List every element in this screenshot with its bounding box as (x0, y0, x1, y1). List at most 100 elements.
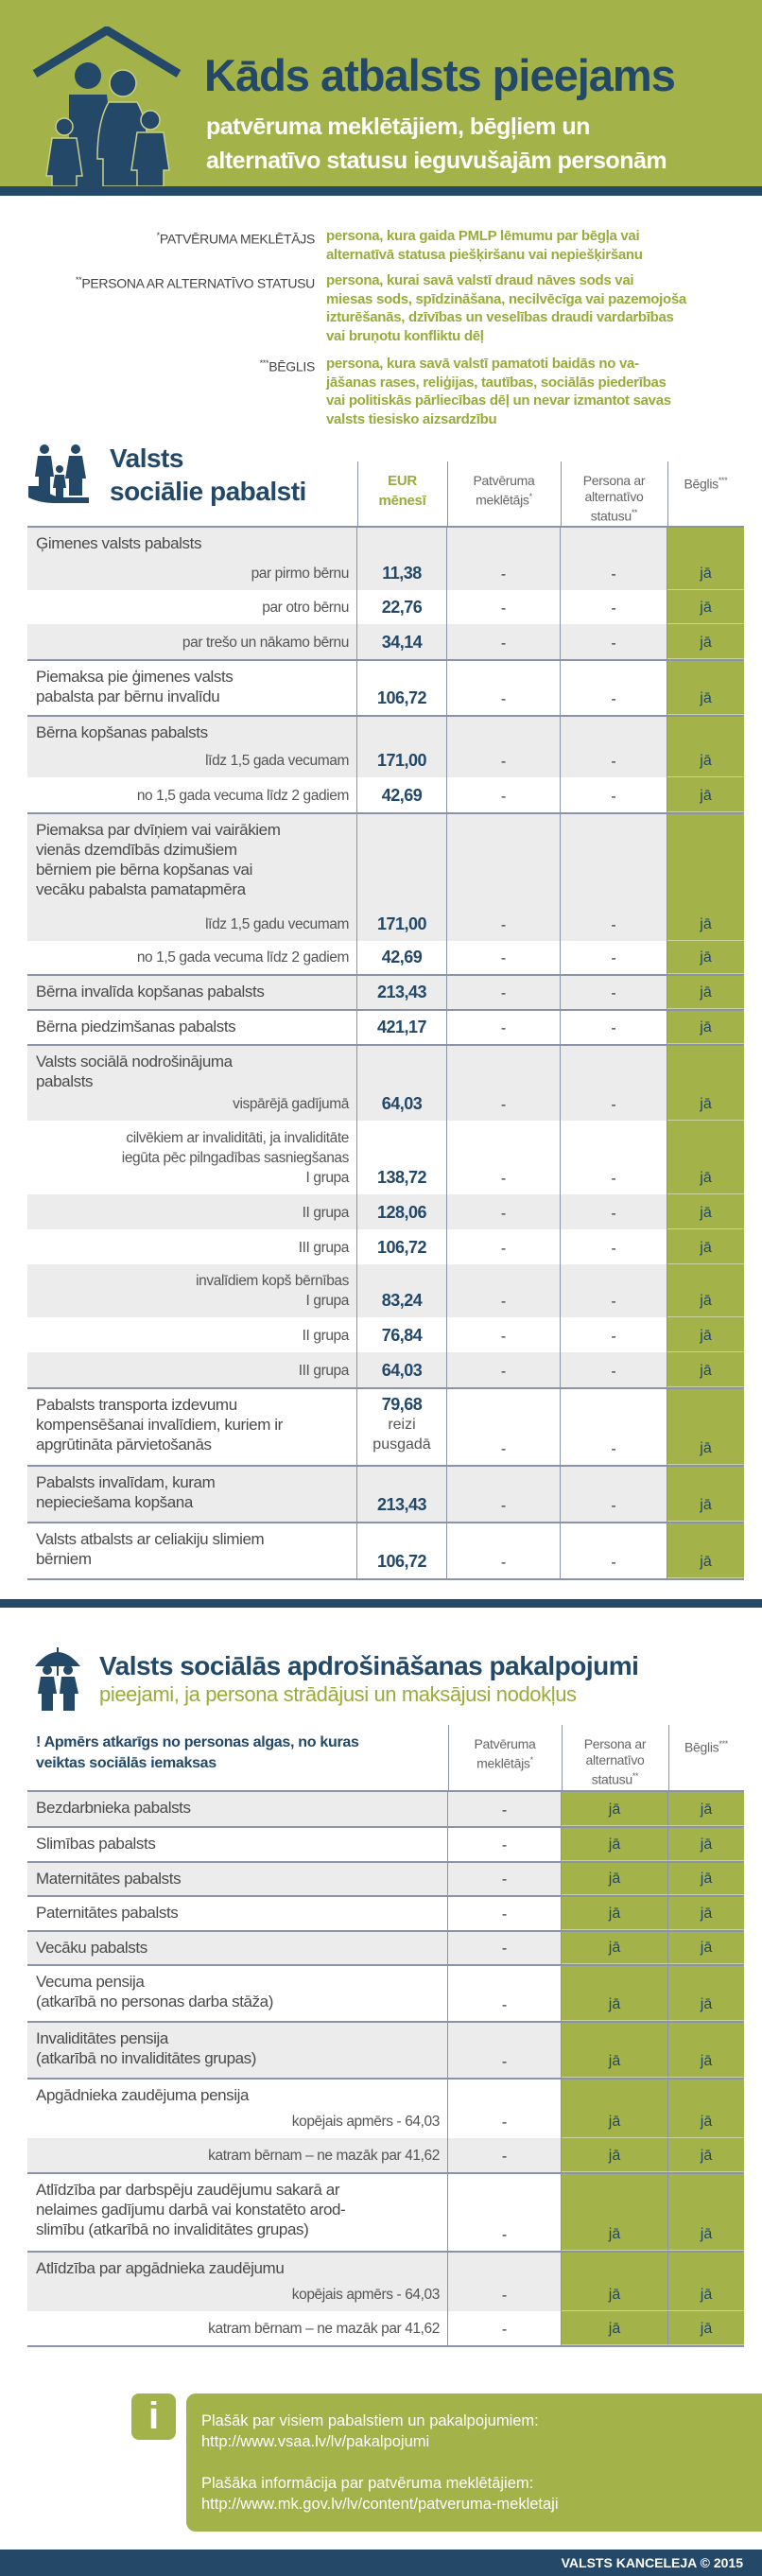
row-label-cell: Atlīdzība par apgādnieka zaudējumu kopēja… (27, 2253, 448, 2311)
row-label-bottom: katram bērnam – ne mazāk par 41,62 (36, 2319, 440, 2339)
table-row: Maternitātes pabalsts - jā jā (27, 1861, 744, 1895)
benefit-variant: katram bērnam – ne mazāk par 41,62 (208, 2321, 440, 2337)
definition-label: PERSONA AR ALTERNATĪVO STATUSU (81, 275, 315, 291)
info-link-services[interactable]: Plašāk par visiem pabalstiem un pakalpoj… (201, 2412, 539, 2450)
row-label-top: Vecuma pensija (atkarībā no personas dar… (36, 1972, 440, 2011)
eligibility-cell: - (561, 1389, 667, 1465)
column-header: Bēglis*** (667, 473, 744, 493)
benefit-name: Maternitātes pabalsts (36, 1870, 182, 1888)
row-label-cell: cilvēkiem ar invaliditāti, ja invaliditā… (27, 1121, 357, 1194)
eligible-yes: jā (700, 635, 712, 651)
row-label-top: Paternitātes pabalsts (36, 1903, 440, 1923)
table-row: par otro bērnu 22,76 - - jā (27, 590, 744, 624)
row-label-bottom: no 1,5 gada vecuma līdz 2 gadiem (36, 786, 350, 806)
eligible-yes: jā (700, 1328, 712, 1344)
benefit-variant: I grupa (305, 1293, 350, 1309)
eligible-yes: jā (608, 1996, 621, 2012)
row-label-cell: III grupa (27, 1352, 357, 1387)
row-label-cell: invalīdiem kopš bērnības I grupa (27, 1264, 357, 1317)
table-row: Bērna kopšanas pabalsts līdz 1,5 gada vec… (27, 715, 744, 777)
benefit-variant: I grupa (305, 1170, 350, 1186)
eligibility-cell: jā (667, 1264, 744, 1317)
eligibility-cell: - (448, 1792, 562, 1826)
amount-eur: 213,43 (376, 983, 427, 1001)
row-label-bottom: III grupa (36, 1361, 350, 1381)
eligible-yes: jā (700, 949, 712, 966)
eligibility-cell: jā (667, 941, 744, 974)
eligibility-cell: jā (667, 1317, 744, 1352)
benefit-name: Vecāku pabalsts (36, 1939, 147, 1957)
eligible-no: - (500, 1294, 507, 1310)
table-row: katram bērnam – ne mazāk par 41,62 - jā jā (27, 2138, 744, 2172)
column-header: Patvēruma meklētājs* (447, 473, 561, 509)
benefit-name: Vecuma pensija (atkarībā no personas dar… (36, 1973, 273, 2010)
eligibility-cell: - (447, 624, 561, 659)
row-label-cell: III grupa (27, 1229, 357, 1264)
eligibility-cell: jā (668, 1966, 744, 2021)
table-row: Atlīdzība par darbspēju zaudējumu sakarā… (27, 2172, 744, 2251)
eligibility-cell: - (447, 1523, 561, 1578)
eligibility-cell: jā (562, 2311, 668, 2345)
definition-text: persona, kurai savā valstī draud nāves s… (326, 272, 686, 344)
eligible-no: - (500, 1241, 507, 1257)
eligibility-cell: - (561, 1523, 667, 1578)
benefit-variant: līdz 1,5 gadu vecumam (205, 916, 349, 932)
eligibility-cell: - (561, 528, 667, 590)
amount-cell: 213,43 (357, 976, 447, 1009)
table-bottom-border (27, 1578, 744, 1580)
eligibility-cell: - (561, 777, 667, 812)
eligibility-cell: - (447, 1389, 561, 1465)
footnote-marker: ** (75, 275, 82, 285)
info-link-asylum[interactable]: Plašāka informācija par patvēruma meklēt… (201, 2475, 559, 2513)
column-header: Patvēruma meklētājs* (448, 1736, 562, 1772)
table-row: III grupa 64,03 - - jā (27, 1352, 744, 1387)
eligible-no: - (611, 1294, 616, 1310)
eligibility-cell: jā (668, 2253, 744, 2311)
amount-cell: 171,00 (357, 717, 447, 777)
eligible-yes: jā (700, 690, 712, 706)
eligible-no: - (500, 1329, 507, 1345)
table-row: Bērna invalīda kopšanas pabalsts 213,43 - -… (27, 974, 744, 1009)
eligibility-cell: - (448, 1828, 562, 1861)
row-label-cell: Ģimenes valsts pabalsts par pirmo bērnu (27, 528, 357, 590)
column-header: EUR mēnesī (357, 473, 447, 509)
section-title-social-benefits: Valsts sociālie pabalsti (110, 444, 306, 506)
amount-cell: 64,03 (357, 1352, 447, 1387)
benefit-variant: II grupa (302, 1205, 350, 1221)
amount-cell: 42,69 (357, 777, 447, 812)
eligibility-cell: - (448, 2138, 562, 2172)
eligible-yes: jā (608, 1836, 621, 1853)
eligible-no: - (500, 985, 507, 1001)
eligibility-cell: - (447, 941, 561, 974)
eligibility-cell: - (447, 1011, 561, 1044)
eligible-no: - (611, 950, 616, 966)
eligible-no: - (611, 1329, 616, 1345)
amount-eur: 213,43 (376, 1495, 427, 1514)
eligible-no: - (500, 1097, 507, 1113)
eligibility-cell: - (448, 2023, 562, 2078)
row-label-cell: Vecuma pensija (atkarībā no personas dar… (27, 1966, 448, 2021)
amount-eur: 171,00 (376, 914, 427, 933)
benefit-variant: vispārējā gadījumā (233, 1096, 349, 1112)
eligibility-cell: - (447, 1317, 561, 1352)
eligible-no: - (501, 2115, 508, 2131)
amount-eur: 64,03 (381, 1361, 423, 1380)
eligibility-cell: - (447, 661, 561, 715)
column-header-label: Bēglis (684, 1739, 719, 1755)
eligibility-cell: - (447, 976, 561, 1009)
eligibility-cell: - (561, 1011, 667, 1044)
benefit-name: Piemaksa pie ģimenes valsts pabalsta par… (36, 668, 234, 705)
table-row: Bērna piedzimšanas pabalsts 421,17 - - jā (27, 1009, 744, 1044)
eligible-no: - (500, 1171, 507, 1187)
eligibility-cell: - (448, 2080, 562, 2138)
footnote-marker: ** (631, 508, 638, 517)
section-divider (0, 1599, 762, 1608)
eligibility-cell: - (561, 624, 667, 659)
column-header-label: Patvēruma meklētājs (473, 473, 535, 508)
header-divider (27, 1790, 744, 1792)
eligibility-cell: - (448, 2174, 562, 2251)
benefit-name: Ģimenes valsts pabalsts (36, 534, 202, 552)
eligible-no: - (611, 691, 616, 707)
amount-eur: 42,69 (381, 786, 423, 805)
column-header-label: Persona ar alternatīvo statusu (582, 473, 646, 524)
